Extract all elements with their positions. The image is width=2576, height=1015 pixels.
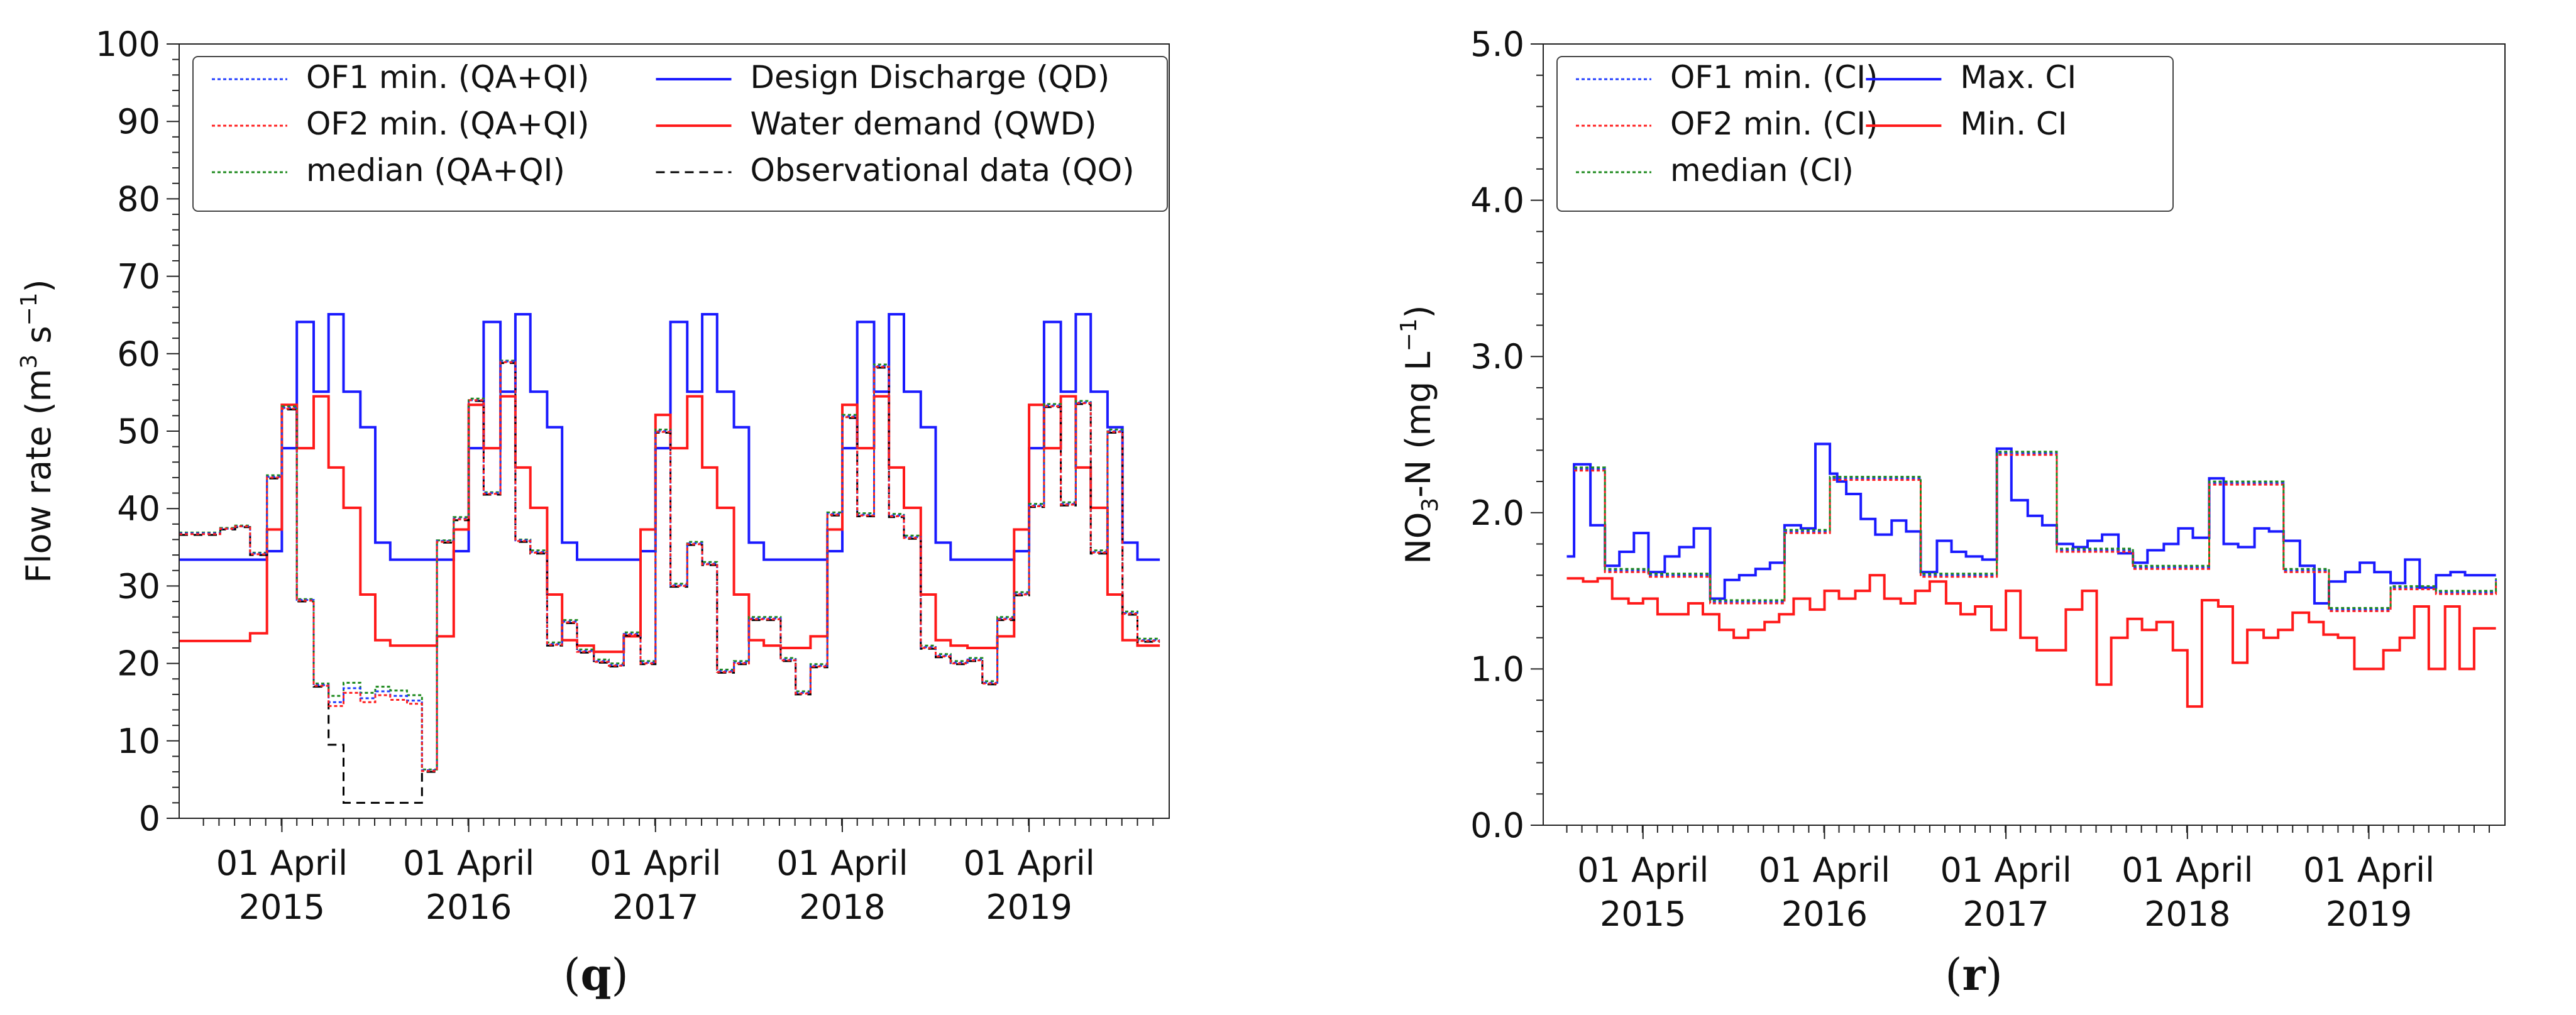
- r-y-tick-label: 0.0: [1470, 806, 1524, 845]
- q-x-tick-label: 01 April: [776, 843, 908, 883]
- r-plot-frame: [1543, 43, 2506, 826]
- q-y-tick-label: 30: [117, 566, 160, 606]
- q-x-tick-label: 01 April: [216, 843, 348, 883]
- q-x-tick-year-label: 2018: [799, 887, 885, 927]
- q-panel-label: (q): [563, 948, 629, 1001]
- r-y-tick-label: 5.0: [1470, 25, 1524, 64]
- q-legend-label: Water demand (QWD): [751, 106, 1097, 142]
- q-x-tick-year-label: 2019: [986, 887, 1072, 927]
- r-x-tick-year-label: 2016: [1781, 894, 1868, 934]
- r-y-tick-label: 3.0: [1470, 337, 1524, 376]
- r-series-max-ci: [1566, 442, 2496, 605]
- q-y-axis-title: Flow rate (m3 s−1): [16, 279, 58, 583]
- q-series-layer: [179, 313, 1160, 804]
- q-legend-label: OF2 min. (QA+QI): [306, 106, 589, 142]
- r-x-tick-year-label: 2017: [1962, 894, 2049, 934]
- q-legend-label: Design Discharge (QD): [751, 59, 1110, 96]
- r-y-tick-label: 1.0: [1470, 649, 1524, 689]
- q-y-tick-label: 80: [117, 179, 160, 219]
- q-x-tick-label: 01 April: [403, 843, 534, 883]
- r-series-of1-min-ci: [1574, 452, 2497, 611]
- r-x-tick-year-label: 2015: [1600, 894, 1686, 934]
- r-legend-label: OF1 min. (CI): [1670, 59, 1878, 96]
- q-x-tick-year-label: 2017: [612, 887, 698, 927]
- r-series-of2-min-ci: [1574, 454, 2497, 612]
- r-series-median-ci: [1574, 451, 2497, 609]
- q-x-tick-year-label: 2016: [426, 887, 512, 927]
- r-x-tick-label: 01 April: [1577, 850, 1709, 890]
- r-x-tick-label: 01 April: [1759, 850, 1890, 890]
- q-x-tick-year-label: 2015: [239, 887, 325, 927]
- r-legend-label: Max. CI: [1960, 59, 2076, 96]
- q-legend-label: OF1 min. (QA+QI): [306, 59, 589, 96]
- q-y-tick-label: 40: [117, 489, 160, 529]
- q-y-tick-label: 0: [139, 799, 160, 838]
- r-legend-box: [1556, 56, 2174, 212]
- r-x-tick-label: 01 April: [2303, 850, 2435, 890]
- q-y-tick-label: 100: [96, 25, 160, 64]
- q-series-water-demand-qwd: [179, 395, 1160, 654]
- q-legend: OF1 min. (QA+QI) Design Discharge (QD) OF2…: [192, 56, 1168, 212]
- q-y-tick-label: 60: [117, 334, 160, 374]
- r-x-tick-year-label: 2018: [2144, 894, 2230, 934]
- r-panel-label: (r): [1945, 948, 2003, 1001]
- r-series-layer: [1566, 442, 2497, 708]
- q-legend-label: median (QA+QI): [306, 152, 565, 189]
- q-series-of1-min-qa-qi: [179, 360, 1160, 772]
- q-y-tick-label: 20: [117, 644, 160, 684]
- q-y-tick-label: 90: [117, 102, 160, 141]
- r-series-min-ci: [1566, 574, 2496, 708]
- r-x-tick-label: 01 April: [1940, 850, 2071, 890]
- r-legend-label: Min. CI: [1960, 106, 2067, 142]
- q-legend-box: [192, 56, 1168, 212]
- r-legend-label: median (CI): [1670, 152, 1854, 189]
- q-y-tick-label: 70: [117, 257, 160, 297]
- r-x-tick-label: 01 April: [2122, 850, 2253, 890]
- r-y-tick-label: 2.0: [1470, 493, 1524, 533]
- q-legend-label: Observational data (QO): [751, 152, 1135, 189]
- q-x-tick-label: 01 April: [590, 843, 721, 883]
- r-legend: OF1 min. (CI) Max. CI OF2 min. (CI) Min. CI…: [1556, 56, 2174, 212]
- r-legend-label: OF2 min. (CI): [1670, 106, 1878, 142]
- q-y-tick-label: 10: [117, 721, 160, 761]
- r-y-axis-title: NO3-N (mg L−1): [1396, 305, 1443, 564]
- q-y-tick-label: 50: [117, 412, 160, 451]
- r-x-tick-year-label: 2019: [2326, 894, 2412, 934]
- r-y-tick-label: 4.0: [1470, 181, 1524, 221]
- q-x-tick-label: 01 April: [963, 843, 1094, 883]
